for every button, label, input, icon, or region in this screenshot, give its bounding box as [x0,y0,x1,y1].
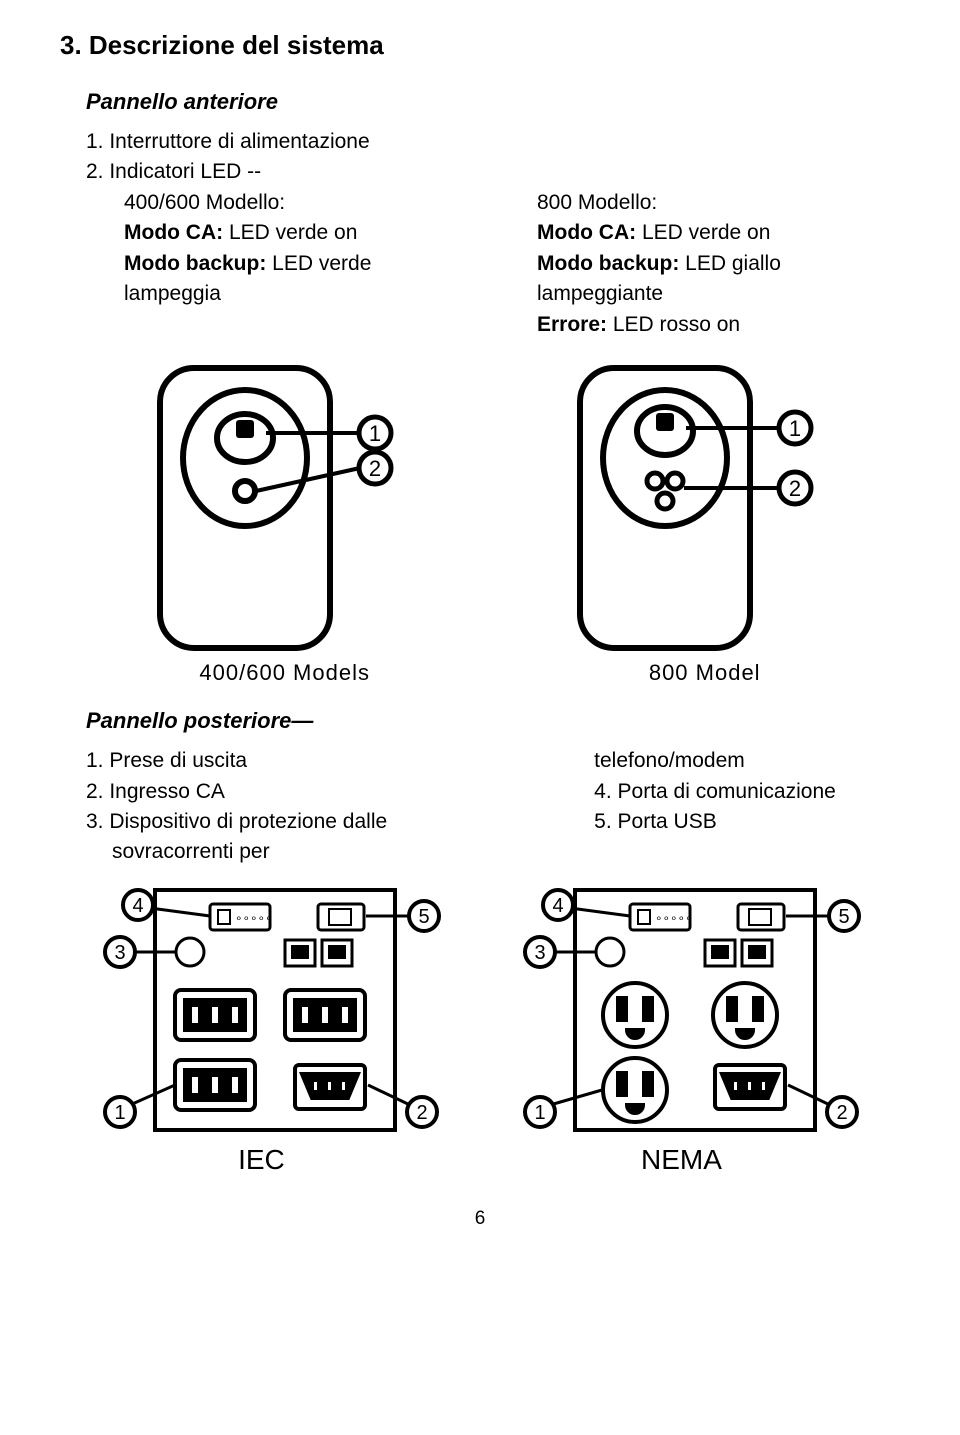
back-diagrams: ∘∘∘∘∘ [60,880,900,1140]
right-line-2: Modo backup: LED giallo lampeggiante [537,249,900,310]
svg-text:∘∘∘∘∘: ∘∘∘∘∘ [235,911,273,925]
svg-text:2: 2 [369,456,381,481]
right-line-3: Errore: LED rosso on [537,310,900,340]
svg-text:2: 2 [416,1102,427,1124]
page-number: 6 [60,1208,900,1230]
label-400-600-models: 400/600 Models [199,660,370,686]
front-diagrams: 1 2 1 2 [60,358,900,658]
model-800: 800 Modello: [537,188,900,218]
svg-text:1: 1 [369,421,381,446]
svg-text:3: 3 [114,942,125,964]
back-panel-lists: 1. Prese di uscita 2. Ingresso CA 3. Dis… [86,746,900,868]
back-r1: telefono/modem [594,746,900,776]
front-left-col: 400/600 Modello: Modo CA: LED verde on M… [124,188,487,340]
back-left-col: 1. Prese di uscita 2. Ingresso CA 3. Dis… [86,746,514,868]
ups-back-iec-icon: ∘∘∘∘∘ [90,880,450,1140]
svg-text:4: 4 [132,895,143,917]
left-line-3: lampeggia [124,279,487,309]
svg-text:1: 1 [114,1102,125,1124]
front-diagram-labels: 400/600 Models 800 Model [60,660,900,686]
svg-text:∘∘∘∘∘: ∘∘∘∘∘ [655,911,693,925]
label-800-model: 800 Model [649,660,761,686]
front-led-columns: 400/600 Modello: Modo CA: LED verde on M… [86,188,900,340]
svg-text:2: 2 [789,476,801,501]
section-heading: 3. Descrizione del sistema [60,30,900,61]
svg-text:4: 4 [552,895,563,917]
svg-text:5: 5 [418,906,429,928]
svg-text:3: 3 [534,942,545,964]
right-line-1: Modo CA: LED verde on [537,218,900,248]
model-400-600: 400/600 Modello: [124,188,487,218]
back-l1: 1. Prese di uscita [86,746,514,776]
back-diagram-labels: IEC NEMA [60,1144,900,1176]
ups-back-nema-icon: ∘∘∘∘∘ 1 [510,880,870,1140]
ups-front-400-600-icon: 1 2 [120,358,420,658]
front-item-1: 1. Interruttore di alimentazione [86,127,900,157]
svg-text:1: 1 [534,1102,545,1124]
back-l3: 3. Dispositivo di protezione dalle [86,807,514,837]
ups-front-800-icon: 1 2 [540,358,840,658]
front-right-col: 800 Modello: Modo CA: LED verde on Modo … [537,188,900,340]
back-l4: sovracorrenti per [112,837,514,867]
back-l2: 2. Ingresso CA [86,777,514,807]
svg-text:2: 2 [836,1102,847,1124]
front-panel-title: Pannello anteriore [86,89,900,115]
svg-text:1: 1 [789,416,801,441]
back-right-col: telefono/modem 4. Porta di comunicazione… [594,746,900,868]
back-panel-title: Pannello posteriore— [86,708,900,734]
label-iec: IEC [238,1144,285,1176]
label-nema: NEMA [641,1144,722,1176]
left-line-2: Modo backup: LED verde [124,249,487,279]
left-line-1: Modo CA: LED verde on [124,218,487,248]
svg-text:5: 5 [838,906,849,928]
front-item-2: 2. Indicatori LED -- [86,157,900,187]
front-list: 1. Interruttore di alimentazione 2. Indi… [86,127,900,188]
back-r3: 5. Porta USB [594,807,900,837]
back-r2: 4. Porta di comunicazione [594,777,900,807]
